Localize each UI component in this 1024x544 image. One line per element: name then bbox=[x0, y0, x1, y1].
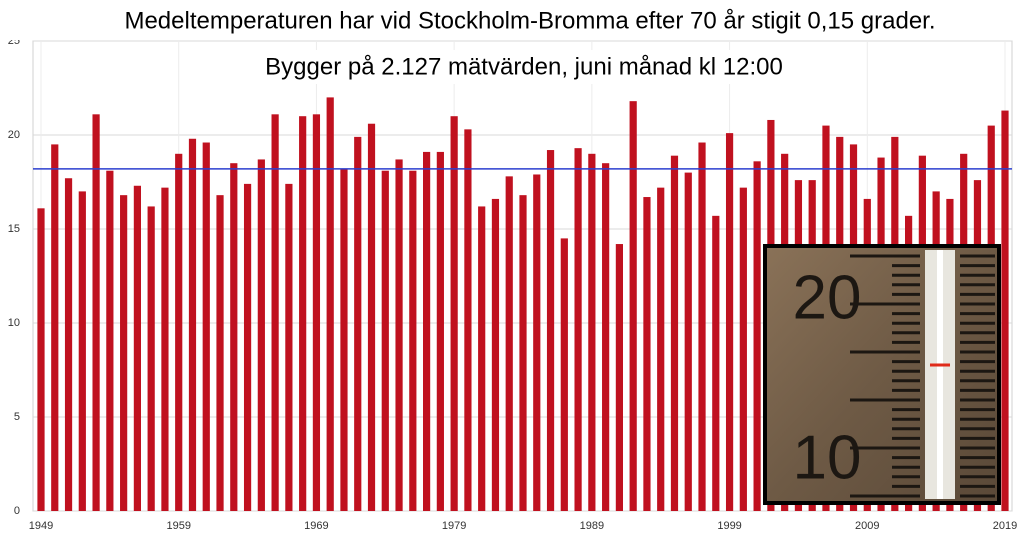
bar bbox=[602, 163, 610, 511]
bar bbox=[464, 129, 472, 512]
bar bbox=[436, 151, 444, 512]
title-bg bbox=[0, 4, 1024, 40]
bar bbox=[409, 170, 417, 511]
bar bbox=[395, 159, 403, 511]
bar bbox=[670, 155, 679, 511]
bar bbox=[299, 116, 307, 511]
bar bbox=[37, 208, 45, 511]
chart-subtitle: Bygger på 2.127 mätvärden, juni månad kl… bbox=[265, 53, 783, 80]
bar bbox=[684, 172, 692, 511]
chart-title: Medeltemperaturen har vid Stockholm-Brom… bbox=[124, 7, 935, 34]
x-tick-label: 1989 bbox=[580, 520, 604, 532]
bar bbox=[491, 198, 500, 512]
scale-ticks bbox=[850, 254, 995, 498]
bar bbox=[175, 153, 183, 512]
bar bbox=[312, 114, 321, 511]
bar bbox=[202, 142, 210, 511]
bar bbox=[92, 114, 100, 511]
bar bbox=[560, 238, 568, 511]
y-tick-label: 20 bbox=[8, 129, 20, 141]
bar bbox=[725, 133, 734, 511]
bar bbox=[147, 206, 155, 511]
bar bbox=[574, 148, 582, 511]
bar bbox=[133, 185, 141, 511]
bar bbox=[106, 170, 114, 511]
bar bbox=[629, 101, 637, 511]
bar bbox=[381, 170, 389, 511]
bar bbox=[367, 123, 376, 511]
y-tick-label: 5 bbox=[14, 411, 20, 423]
bar bbox=[739, 187, 747, 511]
bar bbox=[161, 187, 169, 511]
bar bbox=[243, 183, 252, 511]
x-tick-label: 2019 bbox=[993, 520, 1017, 532]
y-tick-label: 10 bbox=[8, 317, 20, 329]
bar bbox=[230, 163, 238, 511]
bar bbox=[546, 150, 555, 512]
bar bbox=[64, 178, 73, 512]
bar bbox=[450, 116, 458, 511]
bar bbox=[533, 174, 541, 512]
scale-label: 20 bbox=[793, 263, 862, 332]
bar bbox=[478, 206, 486, 511]
bar bbox=[188, 138, 197, 511]
x-tick-label: 1969 bbox=[304, 520, 328, 532]
bar bbox=[257, 159, 265, 511]
bar bbox=[120, 195, 128, 511]
bar bbox=[216, 195, 224, 511]
thermometer-capillary bbox=[937, 250, 943, 499]
bar bbox=[51, 144, 59, 511]
x-tick-label: 1959 bbox=[166, 520, 190, 532]
photo-frame bbox=[763, 244, 1001, 505]
bar bbox=[519, 195, 527, 511]
bar bbox=[326, 97, 334, 512]
scale-label: 10 bbox=[793, 423, 862, 492]
bar bbox=[505, 176, 513, 512]
bar bbox=[1001, 110, 1009, 511]
y-tick-label: 15 bbox=[8, 223, 20, 235]
bar bbox=[78, 191, 86, 511]
x-tick-label: 1949 bbox=[29, 520, 53, 532]
bar bbox=[698, 142, 706, 511]
bar bbox=[423, 151, 431, 512]
bar bbox=[285, 183, 293, 511]
y-tick-label: 0 bbox=[14, 505, 20, 517]
x-tick-label: 1999 bbox=[717, 520, 741, 532]
bar bbox=[753, 161, 761, 511]
bar bbox=[588, 153, 596, 512]
bar bbox=[615, 244, 623, 512]
subtitle-bg bbox=[225, 50, 825, 84]
bar bbox=[657, 187, 665, 511]
bar bbox=[271, 114, 279, 511]
x-tick-label: 2009 bbox=[855, 520, 879, 532]
bar bbox=[340, 168, 348, 511]
bar bbox=[643, 197, 651, 512]
bar bbox=[354, 136, 362, 511]
x-tick-label: 1979 bbox=[442, 520, 466, 532]
thermometer-photo: 20 10 bbox=[763, 244, 1001, 505]
bar bbox=[712, 215, 720, 511]
